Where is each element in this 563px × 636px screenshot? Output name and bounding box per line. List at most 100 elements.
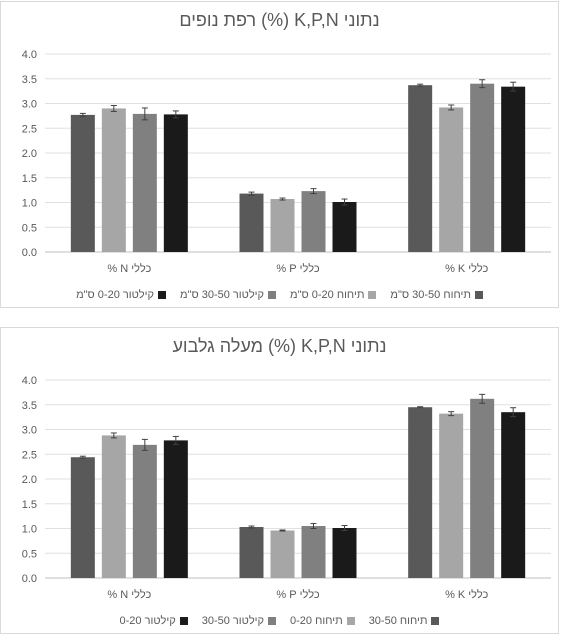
- bar: [332, 202, 357, 252]
- y-tick-label: 1.5: [22, 173, 37, 185]
- error-bar: [141, 438, 148, 451]
- bar: [163, 440, 188, 578]
- legend-swatch: [474, 291, 483, 299]
- error-bar: [448, 104, 455, 111]
- bar: [239, 527, 264, 578]
- y-tick-label: 0.5: [22, 548, 37, 560]
- legend-label: קילטור 0-20 ס"מ: [76, 289, 154, 301]
- legend-label: תיחוח 0-20: [290, 615, 343, 627]
- y-tick-label: 3.0: [22, 99, 37, 111]
- error-bar: [172, 110, 179, 119]
- bar: [301, 526, 326, 578]
- error-bar: [79, 112, 86, 117]
- bar-chart-plot: 0.0 0.5 1.0 1.5 2.0 2.5 3.0 3.5 4.0 כללי N % כללי …: [22, 375, 551, 601]
- x-category-label: כללי N %: [107, 262, 151, 275]
- legend-label: קילטור 30-50 ס"מ: [179, 289, 265, 301]
- bar: [101, 435, 126, 578]
- error-bar: [479, 393, 486, 404]
- y-tick-label: 3.0: [22, 425, 37, 437]
- y-tick-label: 0.5: [22, 222, 37, 234]
- error-bar: [79, 455, 86, 459]
- y-tick-label: 2.5: [22, 123, 37, 135]
- error-bar: [279, 197, 286, 201]
- bar-chart-plot: 0.0 0.5 1.0 1.5 2.0 2.5 3.0 3.5 4.0 כללי N % כללי …: [22, 49, 551, 275]
- y-tick-label: 2.0: [22, 148, 37, 160]
- bar: [101, 108, 126, 252]
- y-tick-label: 0.0: [22, 573, 37, 585]
- x-category-label: כללי P %: [276, 262, 319, 275]
- legend-item: תיחוח 30-50: [369, 615, 440, 627]
- legend-item: תיחוח 0-20: [290, 615, 355, 627]
- bar: [132, 113, 157, 253]
- legend-label: תיחוח 30-50: [368, 615, 428, 627]
- legend-item: תיחוח 0-20 ס"מ: [290, 289, 377, 301]
- bar: [239, 193, 264, 252]
- bar: [301, 191, 326, 252]
- y-tick-label: 4.0: [22, 49, 37, 61]
- legend-item: קילטור 30-50 ס"מ: [179, 289, 277, 301]
- error-bar: [141, 107, 148, 121]
- error-bar: [279, 529, 286, 532]
- error-bar: [510, 81, 517, 92]
- legend-label: קילטור 30-50: [201, 615, 265, 627]
- bar: [408, 407, 433, 578]
- error-bar: [110, 104, 117, 112]
- error-bar: [310, 523, 317, 529]
- bar: [70, 457, 95, 578]
- bar: [70, 114, 95, 252]
- x-category-label: כללי K %: [445, 588, 488, 601]
- chart-legend: תיחוח 30-50 ס"מ תיחוח 0-20 ס"מ קילטור 30-5…: [1, 289, 558, 301]
- bar: [501, 412, 526, 578]
- y-tick-label: 1.0: [22, 524, 37, 536]
- chart-legend: תיחוח 30-50 תיחוח 0-20 קילטור 30-50 קילטור …: [1, 615, 558, 627]
- legend-label: תיחוח 30-50 ס"מ: [390, 289, 471, 301]
- legend-item: תיחוח 30-50 ס"מ: [390, 289, 483, 301]
- legend-swatch: [368, 291, 377, 299]
- legend-swatch: [157, 291, 166, 299]
- error-bar: [510, 407, 517, 418]
- bar: [270, 199, 295, 252]
- chart-title: נתוני K,P,N (%) רפת נופים: [179, 10, 380, 30]
- error-bar: [479, 79, 486, 89]
- bar: [439, 413, 464, 578]
- chart-title: נתוני K,P,N (%) מעלה גלבוע: [172, 336, 387, 356]
- bar: [470, 83, 495, 252]
- bar: [163, 114, 188, 252]
- y-tick-label: 1.5: [22, 499, 37, 511]
- legend-swatch: [431, 617, 440, 625]
- bar: [501, 86, 526, 252]
- y-tick-label: 3.5: [22, 400, 37, 412]
- chart-panel-refet-nofim: נתוני K,P,N (%) רפת נופים 0.0 0.5 1.0 1.5 2.…: [0, 1, 559, 308]
- chart-panel-maale-gilboa: נתוני K,P,N (%) מעלה גלבוע 0.0 0.5 1.0 1.5 2…: [0, 327, 559, 634]
- legend-swatch: [268, 291, 277, 299]
- error-bar: [417, 406, 424, 409]
- error-bar: [248, 525, 255, 529]
- bar: [408, 85, 433, 252]
- legend-label: קילטור 0-20: [119, 615, 176, 627]
- y-tick-label: 1.0: [22, 198, 37, 210]
- error-bar: [341, 198, 348, 206]
- legend-swatch: [268, 617, 277, 625]
- bar: [270, 530, 295, 578]
- x-category-label: כללי N %: [107, 588, 151, 601]
- legend-item: קילטור 30-50: [201, 615, 277, 627]
- error-bar: [248, 191, 255, 196]
- legend-item: קילטור 0-20: [120, 615, 188, 627]
- error-bar: [310, 188, 317, 195]
- y-tick-label: 3.5: [22, 74, 37, 86]
- bar: [332, 528, 357, 578]
- bar: [132, 444, 157, 578]
- legend-item: קילטור 0-20 ס"מ: [76, 289, 166, 301]
- legend-swatch: [179, 617, 188, 625]
- y-tick-label: 2.5: [22, 449, 37, 461]
- x-category-label: כללי K %: [445, 262, 488, 275]
- error-bar: [448, 411, 455, 417]
- legend-label: תיחוח 0-20 ס"מ: [290, 289, 365, 301]
- error-bar: [341, 525, 348, 531]
- error-bar: [110, 432, 117, 439]
- y-tick-label: 2.0: [22, 474, 37, 486]
- error-bar: [417, 83, 424, 87]
- legend-swatch: [346, 617, 355, 625]
- bar: [439, 107, 464, 253]
- x-category-label: כללי P %: [276, 588, 319, 601]
